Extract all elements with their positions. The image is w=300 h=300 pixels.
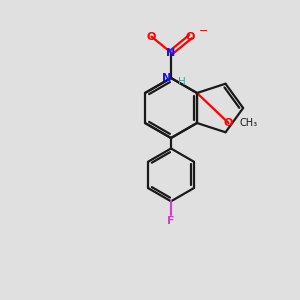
Text: CH₃: CH₃ [240,118,258,128]
Text: O: O [147,32,156,42]
Text: O: O [186,32,195,42]
Text: N: N [162,73,171,83]
Text: H: H [178,76,185,87]
Text: F: F [167,216,175,226]
Text: O: O [224,118,233,128]
Text: N: N [167,47,176,58]
Text: −: − [198,26,208,36]
